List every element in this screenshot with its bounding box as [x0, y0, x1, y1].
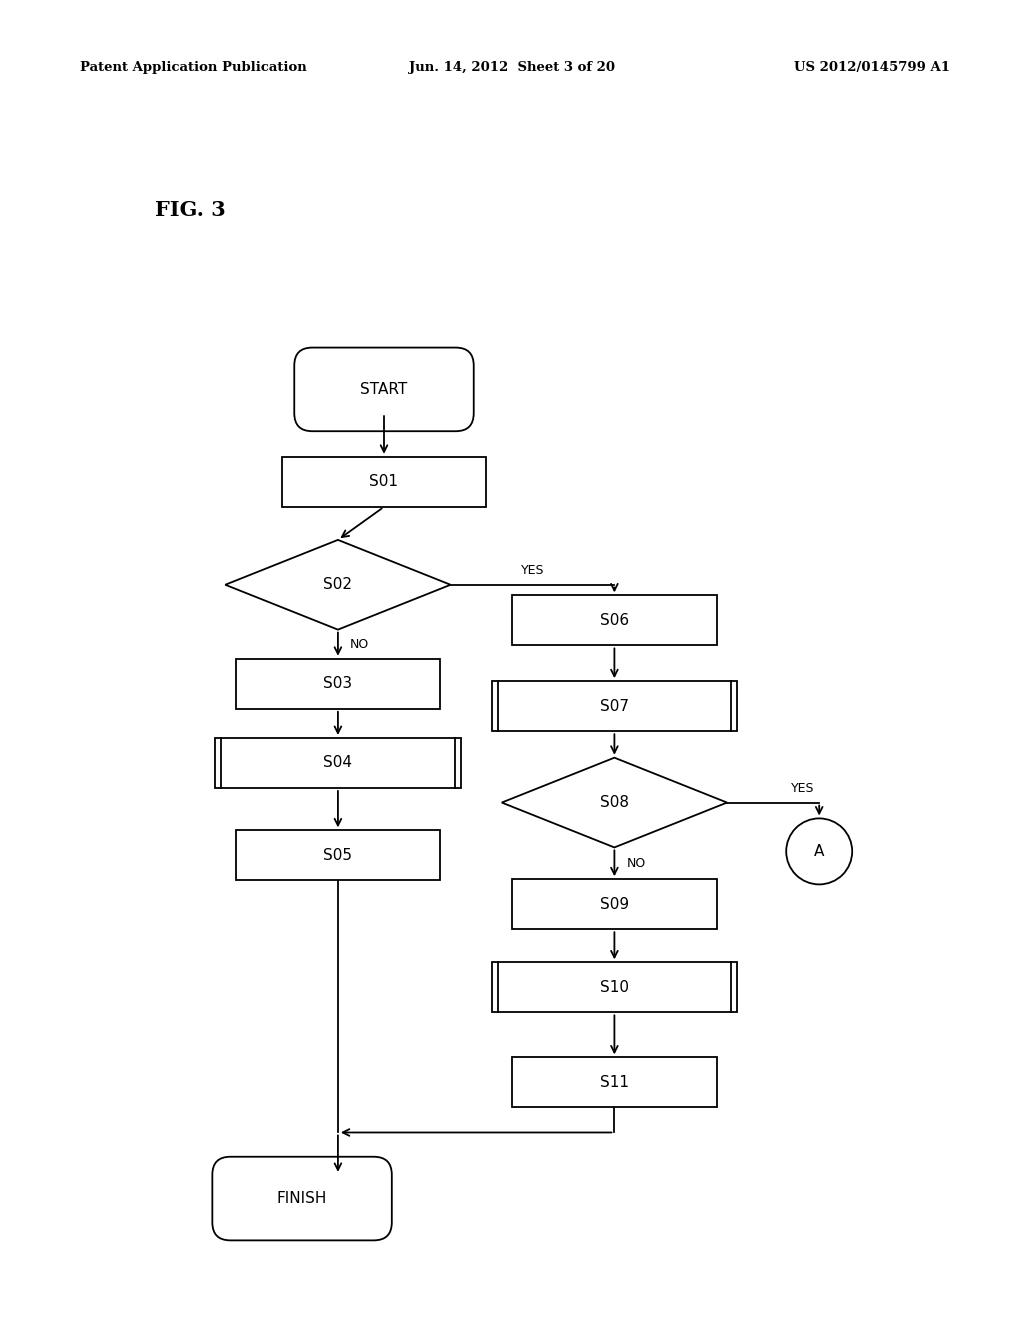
Text: S10: S10	[600, 979, 629, 995]
Text: FINISH: FINISH	[276, 1191, 328, 1206]
Text: A: A	[814, 843, 824, 859]
FancyBboxPatch shape	[294, 347, 474, 432]
Text: S09: S09	[600, 896, 629, 912]
Bar	[512, 879, 717, 929]
Bar	[512, 595, 717, 645]
Text: S11: S11	[600, 1074, 629, 1090]
Polygon shape	[225, 540, 451, 630]
Bar	[236, 830, 440, 880]
Polygon shape	[502, 758, 727, 847]
Bar	[492, 962, 737, 1012]
Text: FIG. 3: FIG. 3	[155, 201, 225, 220]
Bar	[512, 1057, 717, 1107]
Bar	[215, 738, 461, 788]
Bar	[282, 457, 486, 507]
Text: START: START	[360, 381, 408, 397]
Text: S07: S07	[600, 698, 629, 714]
Text: S06: S06	[600, 612, 629, 628]
FancyBboxPatch shape	[212, 1156, 392, 1241]
Text: NO: NO	[627, 857, 646, 870]
Text: S04: S04	[324, 755, 352, 771]
Text: S01: S01	[370, 474, 398, 490]
Text: US 2012/0145799 A1: US 2012/0145799 A1	[794, 62, 950, 74]
Text: S03: S03	[324, 676, 352, 692]
Bar	[236, 659, 440, 709]
Text: Jun. 14, 2012  Sheet 3 of 20: Jun. 14, 2012 Sheet 3 of 20	[409, 62, 615, 74]
Circle shape	[786, 818, 852, 884]
Text: S02: S02	[324, 577, 352, 593]
Text: Patent Application Publication: Patent Application Publication	[80, 62, 307, 74]
Text: YES: YES	[521, 564, 544, 577]
Text: S05: S05	[324, 847, 352, 863]
Bar	[492, 681, 737, 731]
Text: NO: NO	[350, 638, 370, 651]
Text: YES: YES	[791, 781, 814, 795]
Text: S08: S08	[600, 795, 629, 810]
